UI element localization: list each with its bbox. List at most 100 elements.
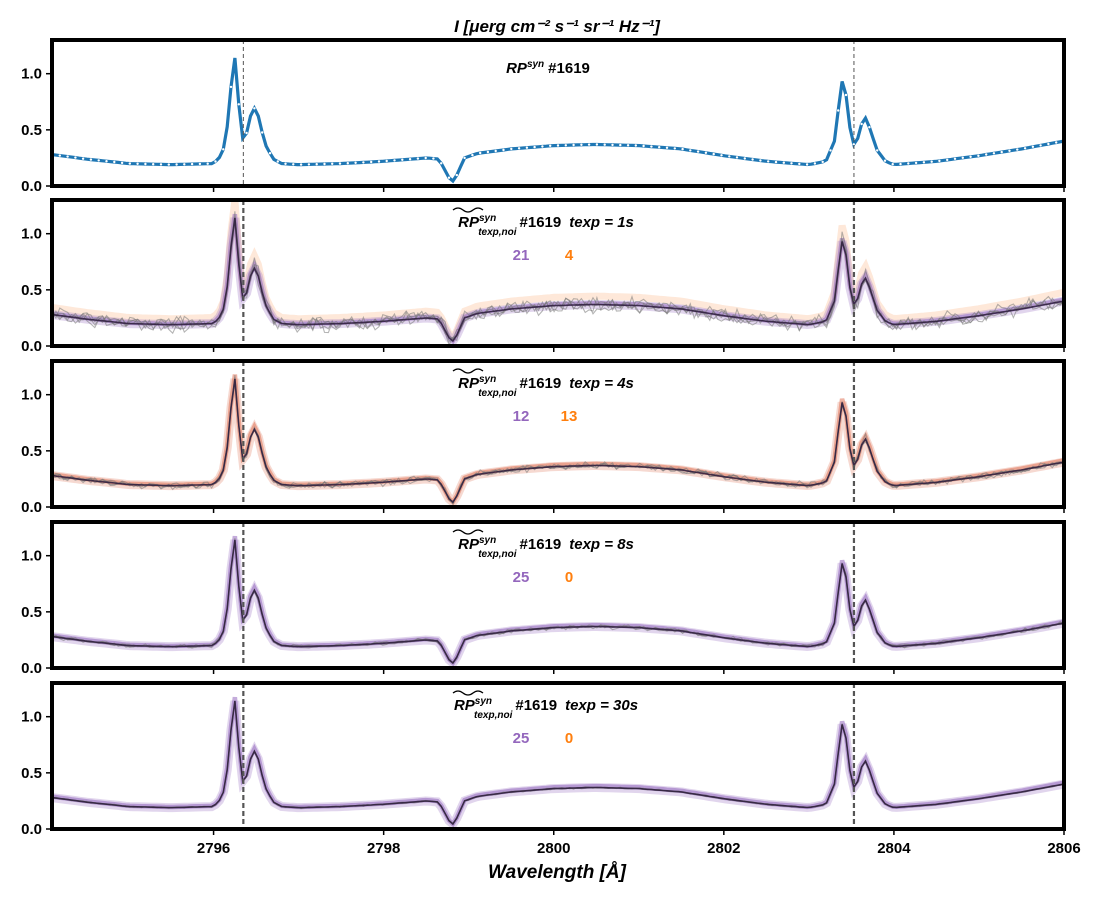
y-tick-label: 0.5 (21, 282, 42, 299)
label-main: RP (506, 60, 528, 77)
data-point (969, 155, 972, 158)
panel-frame (50, 38, 1066, 188)
data-point (323, 162, 326, 166)
count-purple: 25 (513, 730, 530, 747)
data-point (580, 143, 583, 146)
data-point (416, 157, 420, 160)
label-main: RP (458, 214, 480, 231)
data-point (813, 162, 817, 165)
data-point (346, 162, 349, 165)
label-sub: texp,noi (474, 710, 513, 721)
data-point (1023, 147, 1027, 150)
data-point (930, 160, 933, 163)
data-point (953, 157, 957, 160)
data-point (735, 156, 739, 159)
y-tick-label: 0.5 (21, 443, 42, 460)
plot-area (52, 57, 1064, 184)
data-point (362, 161, 365, 164)
label-texp: texp (569, 536, 600, 553)
data-point (222, 148, 225, 151)
data-point (479, 151, 482, 155)
data-point (338, 162, 342, 165)
plot-area (52, 535, 1064, 668)
data-point (447, 176, 451, 179)
count-orange: 13 (561, 408, 578, 425)
data-point (634, 144, 637, 147)
data-point (494, 149, 497, 153)
x-tick-label: 2796 (197, 840, 230, 857)
label-texp: texp (569, 375, 600, 392)
x-axis-label: Wavelength [Å] (488, 862, 627, 883)
panel-texp_30s: 0.0 0.5 1.0 RPsyn texp,noi#1619 texp = 30s 25 0 (21, 681, 1066, 838)
mean-profile (52, 217, 1064, 343)
label-texp: texp (569, 214, 600, 231)
data-point (977, 154, 980, 157)
data-point (315, 163, 318, 166)
data-point (144, 162, 147, 166)
y-tick-label: 0.0 (21, 338, 42, 355)
data-point (572, 143, 575, 147)
data-point (284, 162, 287, 165)
x-tick-label: 2800 (537, 840, 570, 857)
data-point (1016, 148, 1019, 151)
data-point (136, 162, 139, 165)
y-tick-label: 0.5 (21, 122, 42, 139)
data-point (650, 145, 653, 148)
y-tick-label: 0.0 (21, 499, 42, 516)
mean-profile (52, 378, 1064, 504)
y-tick-label: 0.0 (21, 660, 42, 677)
data-point (354, 161, 357, 164)
data-point (517, 147, 521, 150)
data-point (331, 162, 334, 165)
data-point (432, 157, 435, 160)
data-point (463, 156, 466, 160)
label-texp-value: = 30s (596, 697, 638, 714)
data-point (696, 150, 700, 153)
data-point (673, 147, 676, 150)
label-main: RP (454, 697, 476, 714)
panel-frame (50, 198, 1066, 348)
tilde-mark (452, 207, 484, 213)
x-tick-label: 2798 (367, 840, 400, 857)
panel-label: RPsyn #1619 (506, 59, 590, 77)
label-id: #1619 (520, 536, 562, 553)
panel-label: RPsyn texp,noi#1619 texp = 30s (454, 696, 638, 721)
count-orange: 4 (565, 247, 574, 264)
label-texp-value: = 8s (600, 536, 634, 553)
label-texp-value: = 1s (600, 214, 634, 231)
mean-profile (52, 539, 1064, 665)
panel-RP_syn: 0.0 0.5 1.0 RPsyn #1619 (21, 38, 1066, 195)
label-texp: texp (565, 697, 596, 714)
data-point (159, 163, 163, 166)
data-point (587, 143, 591, 146)
panel-frame (50, 520, 1066, 670)
data-point (1000, 150, 1003, 154)
data-point (183, 163, 186, 166)
data-point (214, 160, 217, 163)
data-point (455, 173, 458, 177)
y-tick-label: 1.0 (21, 548, 42, 565)
data-point (408, 158, 412, 161)
label-sup: syn (479, 535, 496, 546)
data-point (728, 155, 731, 158)
count-purple: 25 (513, 569, 530, 586)
data-point (299, 163, 303, 166)
data-point (97, 159, 100, 162)
band-inner (52, 535, 1064, 667)
count-purple: 21 (513, 247, 530, 264)
label-sup: syn (479, 374, 496, 385)
label-id: #1619 (520, 375, 562, 392)
count-orange: 0 (565, 569, 573, 586)
data-point (782, 161, 785, 164)
data-point (564, 144, 567, 147)
data-point (237, 103, 240, 106)
data-point (120, 161, 124, 165)
plot-area (52, 696, 1064, 829)
data-point (611, 143, 614, 147)
panel-texp_4s: 0.0 0.5 1.0 RPsyn texp,noi#1619 texp = 4s 12 13 (21, 359, 1066, 516)
data-point (440, 162, 443, 165)
plot-area (52, 200, 1064, 346)
data-point (292, 163, 295, 166)
series-sample-points (52, 85, 1064, 179)
